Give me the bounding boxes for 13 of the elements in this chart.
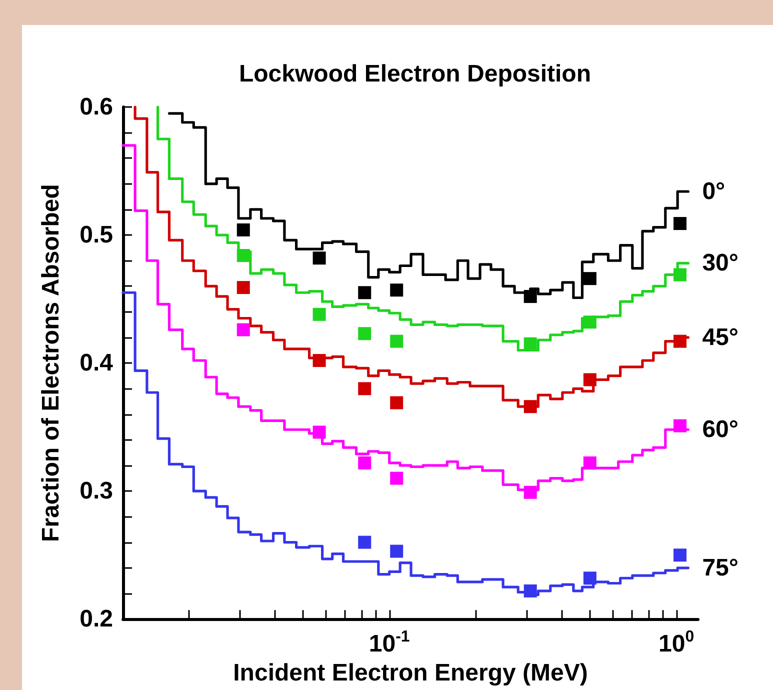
y-tick-label: 0.6 (80, 94, 113, 120)
series-label: 45° (702, 324, 738, 351)
series-label: 30° (702, 250, 738, 277)
y-tick-label: 0.3 (80, 478, 113, 505)
x-axis-title: Incident Electron Energy (MeV) (233, 660, 588, 686)
y-axis-title: Fraction of Electrons Absorbed (38, 184, 64, 542)
series-label: 0° (702, 178, 726, 205)
y-tick-label: 0.5 (80, 222, 113, 249)
chart-title: Lockwood Electron Deposition (238, 60, 592, 88)
series-label: 60° (702, 416, 738, 444)
y-tick-label: 0.4 (80, 350, 114, 377)
y-tick-label: 0.2 (80, 606, 113, 633)
series-label: 75° (702, 554, 738, 582)
